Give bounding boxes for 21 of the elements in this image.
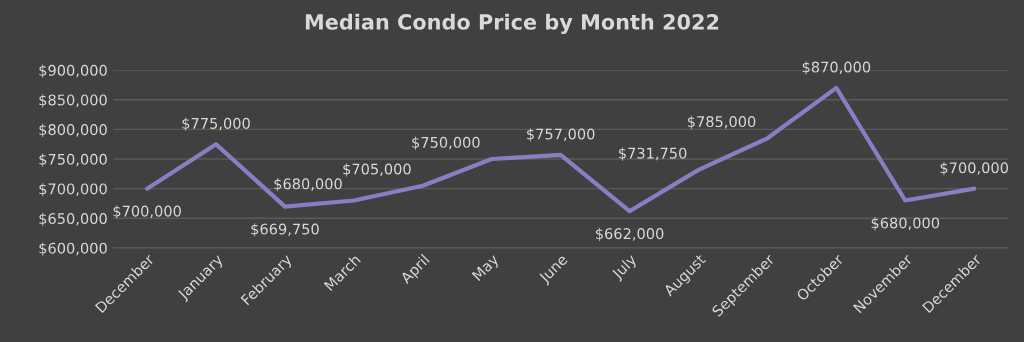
y-tick-label: $650,000 <box>39 212 107 226</box>
data-label: $750,000 <box>412 136 480 150</box>
data-label: $870,000 <box>802 61 871 75</box>
data-label: $775,000 <box>182 117 250 131</box>
y-tick-label: $800,000 <box>39 123 107 138</box>
y-tick-label: $750,000 <box>39 153 107 167</box>
chart-title: Median Condo Price by Month 2022 <box>305 13 719 35</box>
data-label: $700,000 <box>940 162 1008 176</box>
data-label: $669,750 <box>251 223 319 237</box>
data-label: $680,000 <box>274 178 342 192</box>
y-tick-label: $850,000 <box>39 94 107 108</box>
y-tick-label: $700,000 <box>39 183 107 197</box>
data-label: $785,000 <box>687 115 756 130</box>
y-tick-label: $900,000 <box>39 64 107 78</box>
data-label: $680,000 <box>871 217 940 231</box>
data-label: $700,000 <box>113 205 181 219</box>
data-label: $705,000 <box>343 163 411 177</box>
data-label: $731,750 <box>619 147 687 161</box>
data-label: $757,000 <box>527 128 595 142</box>
y-tick-label: $600,000 <box>39 242 107 256</box>
data-label: $662,000 <box>595 227 664 242</box>
